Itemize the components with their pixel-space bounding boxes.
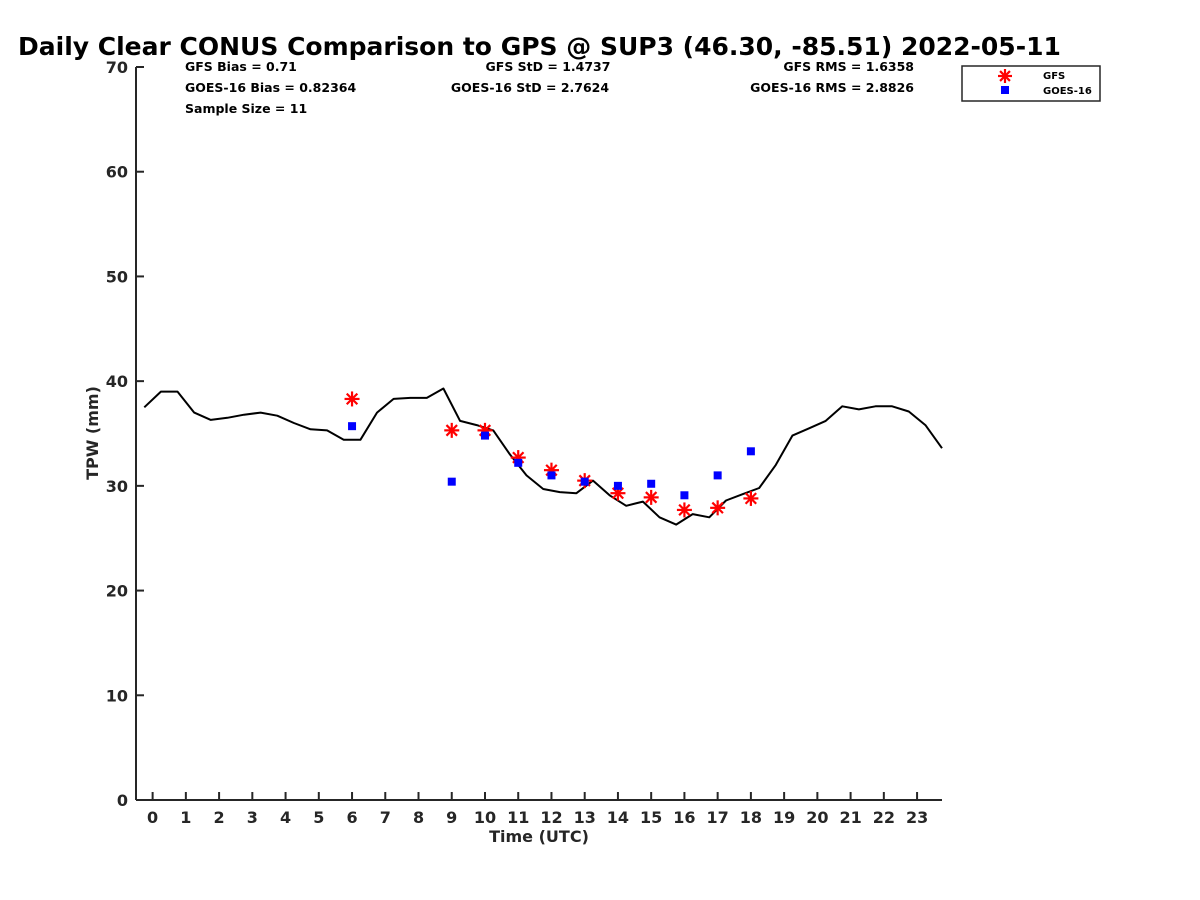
- axes: [135, 67, 942, 801]
- stat-goes-bias: GOES-16 Bias = 0.82364: [185, 80, 356, 95]
- y-tick-label: 20: [106, 582, 128, 601]
- legend: GFS GOES-16: [961, 65, 1101, 102]
- gfs-point: [710, 500, 726, 516]
- plot-lines: [143, 387, 943, 526]
- legend-gfs-label: GFS: [1043, 71, 1065, 82]
- y-tick-label: 0: [117, 791, 128, 810]
- gfs-point: [743, 490, 759, 506]
- stats-annotations: GFS Bias = 0.71 GFS StD = 1.4737 GFS RMS…: [185, 59, 914, 116]
- x-tick-label: 18: [740, 808, 762, 827]
- x-tick-label: 4: [280, 808, 291, 827]
- chart-title: Daily Clear CONUS Comparison to GPS @ SU…: [18, 32, 1061, 61]
- goes16-point: [547, 471, 556, 480]
- x-tick-label: 1: [180, 808, 191, 827]
- legend-goes16-marker: [1001, 86, 1009, 94]
- x-tick-label: 14: [607, 808, 629, 827]
- x-tick-label: 5: [313, 808, 324, 827]
- x-tick-label: 8: [413, 808, 424, 827]
- x-tick-label: 17: [707, 808, 729, 827]
- legend-goes16-label: GOES-16: [1043, 86, 1092, 97]
- stat-sample-size: Sample Size = 11: [185, 101, 307, 116]
- y-ticks: 0 10 20 30 40 50 60 70: [106, 58, 144, 810]
- goes16-point: [713, 471, 722, 480]
- goes16-point: [647, 479, 656, 488]
- gfs-point: [344, 391, 360, 407]
- legend-box: [961, 65, 1101, 102]
- y-tick-label: 60: [106, 163, 128, 182]
- y-tick-label: 30: [106, 477, 128, 496]
- x-ticks: 0 1 2 3 4 5 6 7 8 9 10 11 12 13 14 15 16 17 18 19 20 21 22 23: [147, 792, 928, 827]
- x-tick-label: 0: [147, 808, 158, 827]
- x-tick-label: 12: [540, 808, 562, 827]
- y-tick-label: 40: [106, 372, 128, 391]
- series-goes16: [348, 422, 755, 500]
- x-tick-label: 11: [507, 808, 529, 827]
- stat-goes-std: GOES-16 StD = 2.7624: [451, 80, 609, 95]
- legend-gfs-marker: [998, 69, 1012, 83]
- stat-gfs-std: GFS StD = 1.4737: [486, 59, 611, 74]
- stat-gfs-rms: GFS RMS = 1.6358: [783, 59, 914, 74]
- x-tick-label: 9: [446, 808, 457, 827]
- x-tick-label: 21: [839, 808, 861, 827]
- x-tick-label: 22: [873, 808, 895, 827]
- goes16-point: [514, 458, 523, 467]
- goes16-point: [348, 422, 357, 431]
- x-tick-label: 19: [773, 808, 795, 827]
- gfs-point: [444, 422, 460, 438]
- x-tick-label: 13: [574, 808, 596, 827]
- x-tick-label: 20: [806, 808, 828, 827]
- x-axis-label: Time (UTC): [489, 827, 589, 846]
- goes16-point: [613, 481, 622, 490]
- x-tick-label: 3: [247, 808, 258, 827]
- y-tick-label: 10: [106, 686, 128, 705]
- goes16-point: [447, 477, 456, 486]
- series-line: [143, 387, 943, 526]
- x-tick-label: 15: [640, 808, 662, 827]
- stat-goes-rms: GOES-16 RMS = 2.8826: [750, 80, 914, 95]
- y-tick-label: 50: [106, 267, 128, 286]
- goes16-point: [580, 477, 589, 486]
- y-tick-label: 70: [106, 58, 128, 77]
- stat-gfs-bias: GFS Bias = 0.71: [185, 59, 297, 74]
- x-tick-label: 7: [380, 808, 391, 827]
- x-tick-label: 23: [906, 808, 928, 827]
- x-tick-label: 6: [346, 808, 357, 827]
- y-axis-label: TPW (mm): [83, 386, 102, 480]
- x-tick-label: 2: [214, 808, 225, 827]
- x-tick-label: 16: [673, 808, 695, 827]
- gfs-point: [643, 489, 659, 505]
- legend-gfs-asterisk: [998, 69, 1012, 83]
- gfs-point: [676, 502, 692, 518]
- goes16-point: [680, 491, 689, 500]
- goes16-point: [746, 447, 755, 456]
- x-tick-label: 10: [474, 808, 496, 827]
- goes16-point: [480, 431, 489, 440]
